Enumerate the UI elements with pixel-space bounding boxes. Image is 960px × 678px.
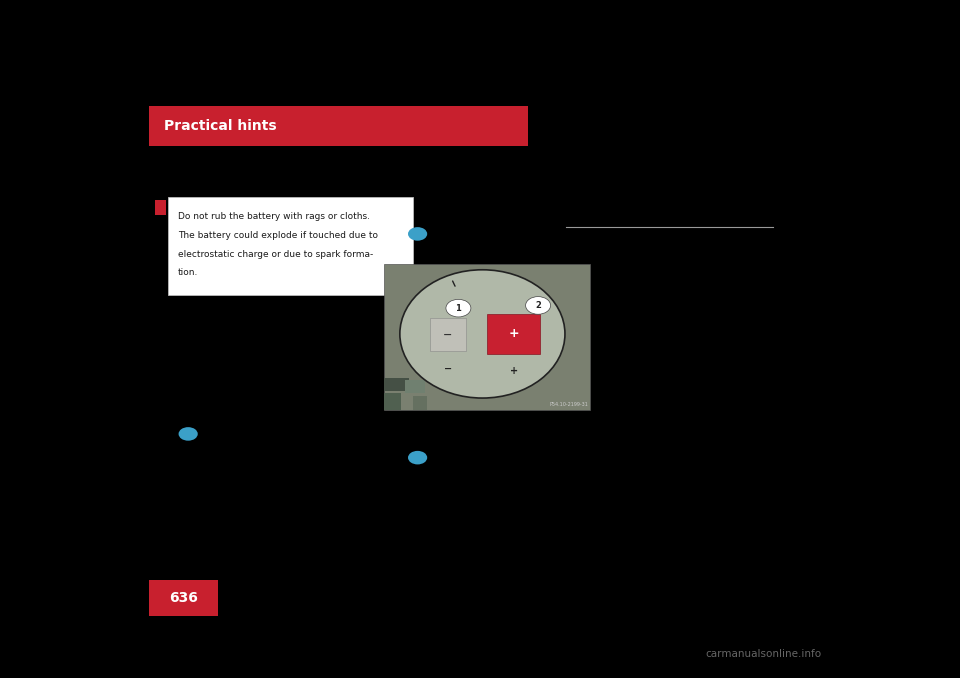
Bar <box>155 200 166 215</box>
Text: electrostatic charge or due to spark forma-: electrostatic charge or due to spark for… <box>178 250 372 258</box>
Bar <box>384 264 590 410</box>
Text: 636: 636 <box>169 591 198 605</box>
Text: −: − <box>444 330 452 340</box>
Text: P54.10-2199-31: P54.10-2199-31 <box>550 403 588 407</box>
Circle shape <box>526 296 551 314</box>
Bar <box>149 580 218 616</box>
Bar <box>430 318 467 351</box>
Text: −: − <box>444 364 452 374</box>
Text: The battery could explode if touched due to: The battery could explode if touched due… <box>178 231 377 239</box>
Text: Do not rub the battery with rags or cloths.: Do not rub the battery with rags or clot… <box>178 212 370 220</box>
Ellipse shape <box>400 270 564 398</box>
Circle shape <box>408 227 427 241</box>
Text: 1: 1 <box>455 304 462 313</box>
Circle shape <box>408 451 427 464</box>
Text: Practical hints: Practical hints <box>164 119 276 133</box>
Text: carmanualsonline.info: carmanualsonline.info <box>706 649 822 659</box>
Bar <box>168 197 413 295</box>
Circle shape <box>179 427 198 441</box>
Text: 2: 2 <box>535 301 541 310</box>
Text: tion.: tion. <box>178 268 198 277</box>
Bar <box>413 396 427 410</box>
Bar <box>405 380 425 393</box>
Bar <box>384 378 409 391</box>
Circle shape <box>445 299 471 317</box>
Bar <box>384 393 400 410</box>
Bar <box>149 106 528 146</box>
Text: +: + <box>508 327 519 340</box>
Text: +: + <box>510 366 517 376</box>
Bar <box>488 313 540 354</box>
